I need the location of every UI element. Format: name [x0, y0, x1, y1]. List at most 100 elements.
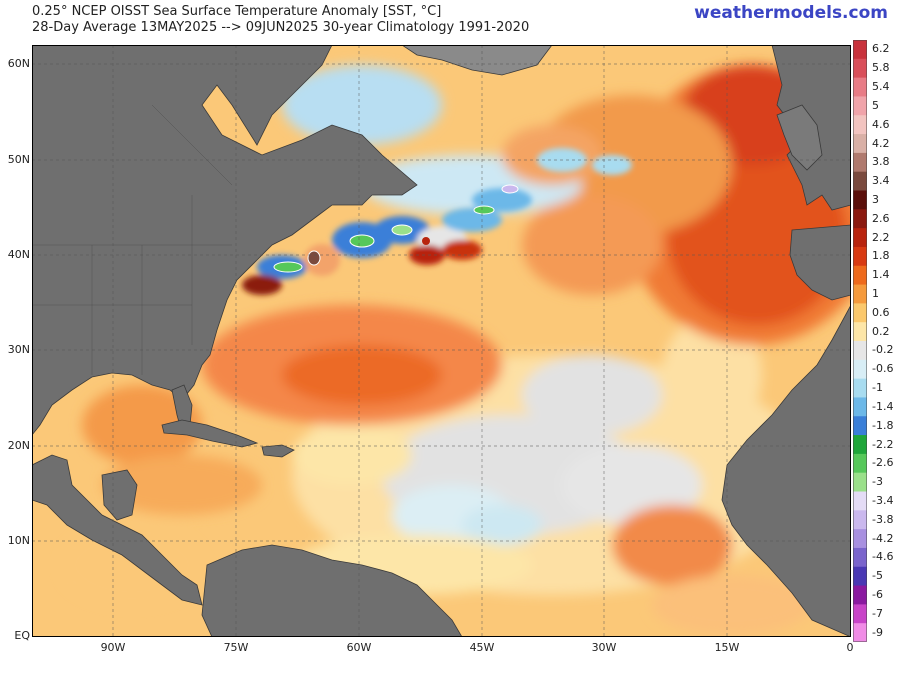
map-subtitle: 28-Day Average 13MAY2025 --> 09JUN2025 3… [32, 20, 530, 35]
lon-label-0: 0 [846, 641, 854, 654]
colorbar-tick-label: -3 [872, 475, 883, 489]
colorbar-tick-label: 0.2 [872, 324, 890, 338]
colorbar-swatch [853, 623, 867, 643]
colorbar-swatch [853, 303, 867, 323]
sst-anomaly-map[interactable] [32, 45, 851, 637]
lon-label-45w: 45W [469, 641, 495, 654]
colorbar-swatch [853, 265, 867, 286]
colorbar-swatch [853, 209, 867, 229]
colorbar-tick-label: 2.6 [872, 211, 890, 225]
colorbar-tick-label: 5.8 [872, 61, 890, 75]
colorbar-tick-label: 0.6 [872, 305, 890, 319]
colorbar-tick-label: 1 [872, 287, 879, 300]
africa [721, 304, 851, 637]
cuba [161, 419, 259, 448]
colorbar-swatch [853, 416, 867, 436]
land-masses [32, 45, 851, 637]
colorbar-swatch [853, 435, 867, 455]
colorbar-swatch [853, 134, 867, 154]
colorbar-swatch [853, 510, 867, 530]
colorbar-swatch [853, 228, 867, 248]
colorbar-swatch [853, 359, 867, 380]
colorbar-tick-label: -1.4 [872, 399, 894, 413]
colorbar-tick-label: -0.2 [872, 343, 894, 357]
lat-label-40n: 40N [7, 248, 30, 261]
borders [32, 104, 233, 375]
colorbar-swatch [853, 491, 867, 511]
lon-label-60w: 60W [346, 641, 372, 654]
map-frame [32, 45, 851, 637]
colorbar-tick-label: -2.6 [872, 456, 894, 470]
lon-label-90w: 90W [100, 641, 126, 654]
brand-link[interactable]: weathermodels.com [694, 3, 888, 23]
lon-label-15w: 15W [714, 641, 740, 654]
colorbar-tick-label: -1.8 [872, 418, 894, 432]
colorbar-tick-label: 6.2 [872, 42, 890, 56]
colorbar-swatch [853, 58, 867, 79]
yucatan [101, 469, 138, 521]
colorbar-swatch [853, 284, 867, 304]
central-america [32, 454, 203, 606]
colorbar-tick-label: 4.2 [872, 136, 890, 150]
lat-label-60n: 60N [7, 57, 30, 70]
hispaniola [261, 444, 295, 458]
colorbar-tick-label: -9 [872, 625, 883, 639]
graticule [32, 45, 851, 637]
iberia [789, 224, 851, 301]
gulf-stream-cores [273, 184, 519, 273]
colorbar-tick-label: -0.6 [872, 362, 894, 376]
colorbar-swatch [853, 472, 867, 492]
greenland [401, 45, 553, 76]
colorbar-swatch [853, 547, 867, 568]
colorbar-tick-label: 4.6 [872, 117, 890, 131]
colorbar-tick-label: 3.8 [872, 155, 890, 169]
colorbar-tick-label: -4.6 [872, 550, 894, 564]
colorbar-swatch [853, 341, 867, 361]
colorbar-swatch [853, 190, 867, 210]
colorbar-swatch [853, 171, 867, 191]
lon-label-30w: 30W [591, 641, 617, 654]
colorbar-tick-label: -5 [872, 569, 883, 583]
colorbar-swatch [853, 246, 867, 267]
colorbar-tick-label: 5 [872, 98, 879, 112]
colorbar-tick-label: -2.2 [872, 437, 894, 451]
colorbar-swatch [853, 397, 867, 417]
colorbar-swatch [853, 604, 867, 624]
colorbar-tick-label: 3.4 [872, 174, 890, 188]
north-america [32, 45, 418, 436]
lat-label-20n: 20N [7, 439, 30, 452]
colorbar-swatch [853, 566, 867, 587]
lat-label-50n: 50N [7, 153, 30, 166]
colorbar-tick-label: 2.2 [872, 230, 890, 244]
colorbar-tick-label: -3.8 [872, 512, 894, 526]
colorbar-swatch [853, 96, 867, 116]
colorbar-swatches [853, 40, 867, 643]
colorbar-swatch [853, 529, 867, 549]
colorbar-tick-label: -1 [872, 381, 883, 394]
colorbar-tick-label: 3 [872, 192, 879, 206]
lat-label-10n: 10N [7, 534, 30, 547]
colorbar-tick-label: -7 [872, 606, 883, 620]
british-isles [776, 104, 823, 171]
map-title: 0.25° NCEP OISST Sea Surface Temperature… [32, 4, 442, 19]
colorbar-tick-label: -6 [872, 588, 883, 601]
colorbar-swatch [853, 77, 867, 97]
colorbar-swatch [853, 322, 867, 342]
colorbar-tick-label: 1.4 [872, 268, 890, 282]
south-america [201, 544, 463, 637]
colorbar-tick-label: 1.8 [872, 249, 890, 263]
lat-label-eq: EQ [14, 629, 30, 642]
colorbar-tick-label: -3.4 [872, 493, 894, 507]
colorbar [853, 40, 867, 643]
colorbar-swatch [853, 152, 867, 173]
colorbar-swatch [853, 585, 867, 605]
lat-label-30n: 30N [7, 343, 30, 356]
colorbar-swatch [853, 40, 867, 60]
lon-label-75w: 75W [223, 641, 249, 654]
colorbar-swatch [853, 378, 867, 398]
colorbar-tick-label: 5.4 [872, 80, 890, 93]
colorbar-frame [853, 40, 867, 642]
colorbar-swatch [853, 115, 867, 135]
colorbar-tick-label: -4.2 [872, 531, 894, 545]
colorbar-swatch [853, 453, 867, 474]
